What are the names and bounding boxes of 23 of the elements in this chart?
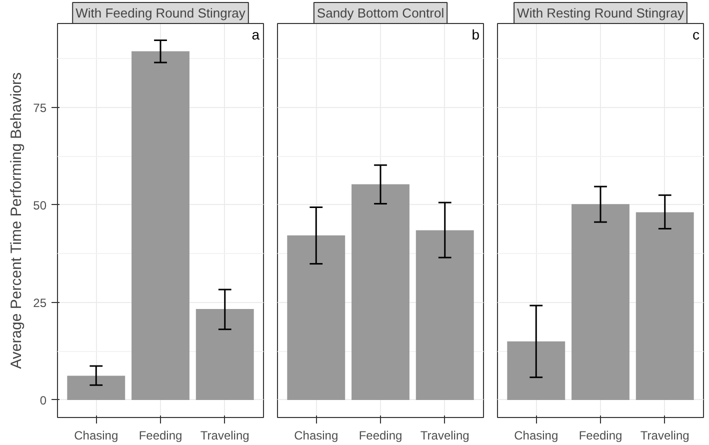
y-tick-label: 50	[33, 198, 47, 212]
y-tick-label: 0	[40, 393, 47, 408]
y-tick-label: 75	[33, 100, 47, 115]
chart-title: With Feeding Round Stingray	[76, 6, 246, 20]
y-axis-title: Average Percent Time Performing Behaviors	[8, 72, 26, 369]
y-tick-label: 25	[33, 296, 47, 310]
x-tick-label: Feeding	[358, 428, 402, 442]
annotation: b	[472, 26, 480, 42]
annotation: a	[252, 26, 260, 42]
x-tick-label: Traveling	[200, 428, 250, 442]
bar	[196, 309, 254, 400]
x-tick-label: Chasing	[74, 428, 118, 442]
x-tick-label: Traveling	[420, 428, 470, 442]
bar	[67, 376, 126, 400]
annotation: c	[692, 26, 700, 42]
chart-title: Sandy Bottom Control	[316, 6, 444, 20]
chart-title: With Resting Round Stingray	[517, 6, 684, 20]
x-tick-label: Feeding	[578, 428, 622, 442]
x-tick-label: Chasing	[294, 428, 338, 442]
x-tick-label: Traveling	[640, 428, 690, 442]
bar	[132, 51, 190, 400]
x-tick-label: Chasing	[514, 428, 558, 442]
x-tick-label: Feeding	[138, 428, 182, 442]
